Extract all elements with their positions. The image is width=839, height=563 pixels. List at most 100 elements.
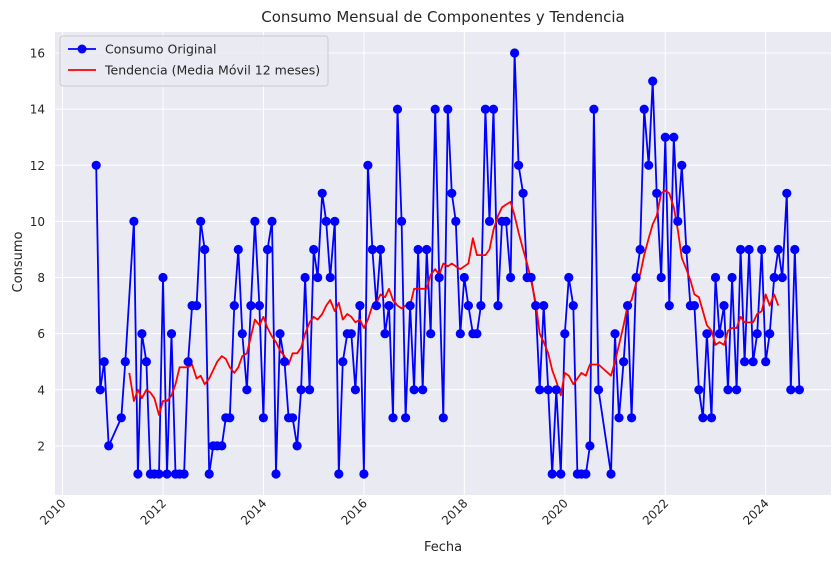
x-tick-label: 2014 — [238, 496, 269, 527]
original-data-point — [296, 385, 306, 395]
original-data-point — [648, 76, 658, 86]
original-data-point — [777, 272, 787, 283]
original-data-point — [547, 469, 557, 479]
original-data-point — [363, 160, 373, 170]
original-data-point — [95, 385, 105, 395]
original-data-point — [736, 244, 746, 255]
original-data-point — [137, 329, 147, 339]
original-data-point — [506, 272, 516, 283]
original-data-point — [104, 441, 114, 451]
original-data-point — [246, 301, 256, 311]
original-data-point — [229, 301, 239, 311]
original-data-point — [476, 301, 486, 311]
original-data-point — [535, 385, 545, 395]
original-data-point — [204, 469, 214, 479]
original-data-point — [710, 272, 721, 283]
original-data-point — [430, 104, 440, 114]
original-data-point — [463, 301, 473, 311]
original-data-point — [330, 216, 340, 226]
original-data-point — [644, 160, 654, 170]
original-data-point — [166, 329, 177, 339]
original-data-point — [217, 441, 227, 451]
original-data-point — [723, 385, 733, 395]
original-data-point — [790, 244, 800, 255]
original-data-point — [518, 188, 528, 198]
original-data-point — [409, 385, 419, 395]
y-tick-label: 14 — [30, 103, 45, 117]
original-data-point — [531, 301, 541, 311]
x-axis-label: Fecha — [424, 540, 462, 555]
original-data-point — [380, 329, 390, 339]
x-tick-label: 2020 — [539, 496, 570, 527]
original-data-point — [761, 357, 771, 367]
original-data-point — [237, 329, 247, 339]
original-data-point — [773, 244, 783, 255]
original-data-point — [581, 469, 591, 479]
x-tick-label: 2016 — [339, 496, 370, 527]
original-data-point — [317, 188, 327, 198]
original-data-point — [451, 216, 461, 226]
original-data-point — [539, 301, 549, 311]
original-data-point — [397, 216, 407, 226]
original-data-point — [392, 104, 403, 114]
original-data-point — [656, 272, 666, 283]
original-data-point — [727, 272, 737, 283]
original-data-point — [459, 272, 469, 283]
original-data-point — [422, 244, 432, 255]
original-data-point — [631, 272, 641, 283]
original-data-point — [258, 413, 268, 423]
original-data-point — [434, 272, 444, 283]
original-data-point — [744, 244, 754, 255]
original-data-point — [719, 301, 729, 311]
original-data-point — [133, 469, 143, 479]
original-data-point — [681, 244, 691, 255]
x-tick-label: 2024 — [740, 496, 771, 527]
original-data-point — [455, 329, 465, 339]
x-tick-label: 2012 — [138, 496, 169, 527]
original-data-point — [225, 413, 235, 423]
original-data-point — [359, 469, 369, 479]
original-data-point — [660, 132, 670, 142]
original-data-point — [564, 272, 574, 283]
original-data-point — [689, 301, 700, 311]
original-data-point — [488, 104, 499, 114]
original-data-point — [196, 216, 206, 226]
original-data-point — [300, 272, 310, 283]
original-data-point — [275, 329, 285, 339]
original-data-point — [673, 216, 683, 226]
original-data-point — [623, 301, 633, 311]
legend-original-label: Consumo Original — [105, 42, 216, 57]
original-data-point — [305, 385, 315, 395]
original-data-point — [639, 104, 649, 114]
original-data-point — [325, 272, 335, 283]
original-data-point — [338, 357, 348, 367]
original-data-point — [614, 413, 624, 423]
original-data-point — [179, 469, 189, 479]
original-data-point — [158, 272, 168, 283]
original-data-point — [129, 216, 139, 226]
original-data-point — [426, 329, 436, 339]
original-data-point — [371, 301, 381, 311]
y-tick-label: 2 — [37, 439, 45, 453]
original-data-point — [388, 413, 398, 423]
original-data-point — [350, 385, 360, 395]
original-data-point — [438, 413, 448, 423]
original-data-point — [714, 329, 725, 339]
original-data-point — [262, 244, 273, 255]
original-data-point — [384, 301, 394, 311]
original-data-point — [748, 357, 758, 367]
x-tick-label: 2010 — [37, 496, 68, 527]
original-data-point — [786, 385, 796, 395]
original-data-point — [418, 385, 428, 395]
legend-original-marker — [77, 44, 87, 54]
original-data-point — [543, 385, 553, 395]
original-data-point — [233, 244, 243, 255]
original-data-point — [652, 188, 662, 198]
original-data-point — [585, 441, 595, 451]
original-data-point — [669, 132, 679, 142]
original-data-point — [782, 188, 792, 198]
original-data-point — [606, 469, 616, 479]
original-data-point — [141, 357, 151, 367]
legend: Consumo Original Tendencia (Media Móvil … — [59, 35, 329, 87]
original-data-point — [702, 329, 712, 339]
